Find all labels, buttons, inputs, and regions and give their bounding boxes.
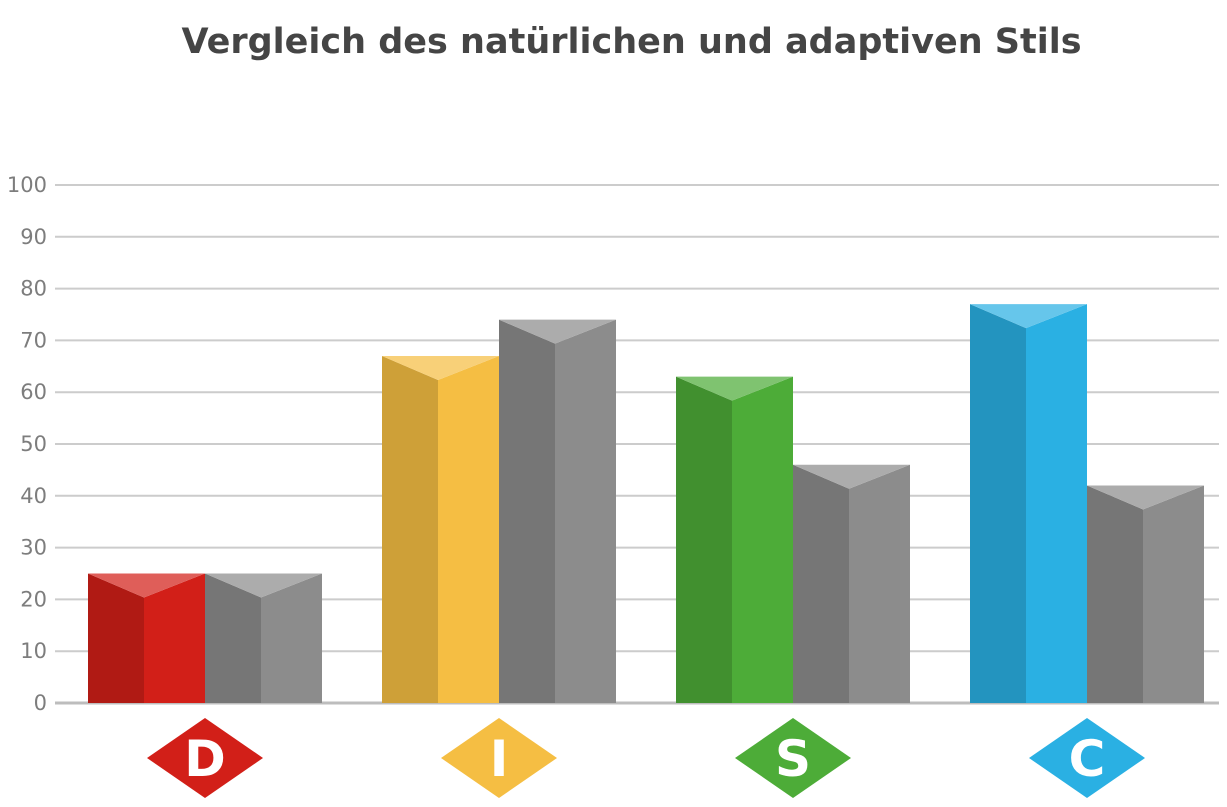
bar-i-natural-left-face [382, 355, 438, 703]
y-tick-label: 80 [20, 277, 47, 301]
y-tick-label: 70 [20, 328, 47, 352]
bar-c-adaptive-left-face [1087, 485, 1143, 703]
category-diamond-c [1029, 718, 1145, 798]
bar-s-adaptive-top-face [793, 464, 910, 489]
bar-d-adaptive-left-face [205, 573, 261, 703]
bar-i-natural [382, 355, 499, 703]
bar-c-natural-top-face [970, 304, 1087, 329]
bar-c-adaptive [1087, 485, 1204, 703]
y-tick-label: 90 [20, 225, 47, 249]
y-tick-label: 50 [20, 432, 47, 456]
bar-c-natural-right-face [1026, 304, 1087, 703]
bar-i-adaptive-top-face [499, 319, 616, 344]
bar-c-adaptive-right-face [1143, 485, 1204, 703]
bar-c-natural [970, 304, 1087, 703]
y-tick-label: 0 [34, 691, 47, 715]
y-tick-label: 100 [7, 173, 47, 197]
category-diamond-i [441, 718, 557, 798]
bar-s-adaptive-left-face [793, 464, 849, 703]
bar-i-natural-top-face [382, 355, 499, 380]
bar-s-natural-right-face [732, 376, 793, 703]
bar-i-natural-right-face [438, 355, 499, 703]
y-tick-label: 60 [20, 380, 47, 404]
bar-d-adaptive-right-face [261, 573, 322, 703]
bar-d-natural-right-face [144, 573, 205, 703]
bar-s-adaptive [793, 464, 910, 703]
bar-d-natural-top-face [88, 573, 205, 598]
y-tick-label: 30 [20, 536, 47, 560]
bar-c-natural-left-face [970, 304, 1026, 703]
bar-s-natural-left-face [676, 376, 732, 703]
bar-s-natural-top-face [676, 376, 793, 401]
x-tick-label: C [1069, 730, 1106, 788]
bar-c-adaptive-top-face [1087, 485, 1204, 510]
bar-s-natural [676, 376, 793, 703]
bar-s-adaptive-right-face [849, 464, 910, 703]
bar-d-natural [88, 573, 205, 703]
x-tick-label: I [490, 730, 509, 788]
bar-i-adaptive [499, 319, 616, 703]
bar-d-natural-left-face [88, 573, 144, 703]
y-tick-label: 10 [20, 639, 47, 663]
bar-d-adaptive [205, 573, 322, 703]
bar-d-adaptive-top-face [205, 573, 322, 598]
x-tick-label: D [184, 730, 226, 788]
x-tick-label: S [775, 730, 811, 788]
category-diamond-d [147, 718, 263, 798]
y-tick-label: 40 [20, 484, 47, 508]
bar-i-adaptive-left-face [499, 319, 555, 703]
y-tick-label: 20 [20, 587, 47, 611]
bar-i-adaptive-right-face [555, 319, 616, 703]
chart-title: Vergleich des natürlichen und adaptiven … [181, 22, 1082, 62]
category-diamond-s [735, 718, 851, 798]
